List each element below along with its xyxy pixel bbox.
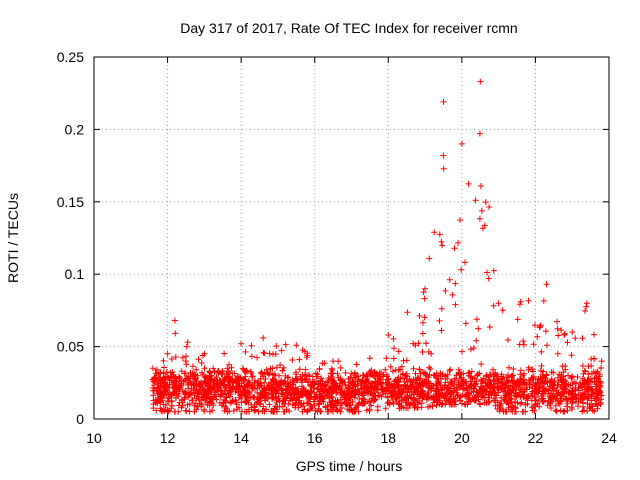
x-tick-label: 14 xyxy=(233,430,249,446)
grid-lines xyxy=(93,56,610,420)
x-tick-label: 24 xyxy=(601,430,617,446)
tick-labels: 10 12 14 16 18 20 22 24 0 0.05 0.1 0.15 0.2 0.25 xyxy=(57,49,617,446)
x-tick-label: 18 xyxy=(380,430,396,446)
plot-frame xyxy=(93,56,610,420)
chart-title: Day 317 of 2017, Rate Of TEC Index for r… xyxy=(180,20,517,36)
x-tick-label: 10 xyxy=(86,430,102,446)
y-tick-label: 0.2 xyxy=(65,121,85,137)
y-tick-label: 0.15 xyxy=(57,194,84,210)
x-tick-label: 20 xyxy=(454,430,470,446)
y-tick-label: 0 xyxy=(76,411,84,427)
scatter-point xyxy=(149,78,605,415)
x-tick-label: 22 xyxy=(528,430,544,446)
x-tick-label: 16 xyxy=(307,430,323,446)
y-tick-label: 0.1 xyxy=(65,266,85,282)
y-axis-label: ROTI / TECUs xyxy=(5,193,21,283)
x-axis-label: GPS time / hours xyxy=(296,458,403,474)
data-points xyxy=(149,78,605,415)
y-tick-label: 0.25 xyxy=(57,49,84,65)
y-tick-label: 0.05 xyxy=(57,339,84,355)
x-tick-label: 12 xyxy=(160,430,176,446)
